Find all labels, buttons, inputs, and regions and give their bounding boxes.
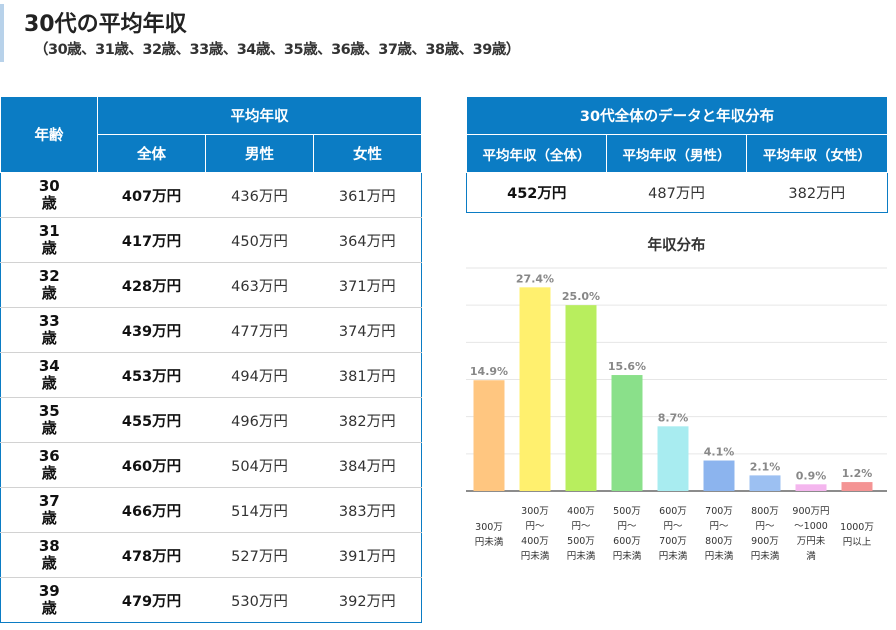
chart-category-label: 300万円未満	[475, 522, 504, 548]
all-cell: 460万円	[97, 442, 206, 488]
chart-bar	[703, 460, 735, 491]
male-cell: 496万円	[205, 397, 314, 443]
age-cell: 37歳	[0, 487, 98, 533]
all-cell: 428万円	[97, 262, 206, 308]
col-group-header: 平均年収	[96, 96, 423, 135]
summary-val-female: 382万円	[746, 172, 888, 213]
chart-value-label: 0.9%	[796, 469, 827, 482]
age-cell: 38歳	[0, 532, 98, 578]
all-cell: 439万円	[97, 307, 206, 353]
chart-value-label: 14.9%	[470, 365, 508, 378]
page-heading: 30代の平均年収 （30歳、31歳、32歳、33歳、34歳、35歳、36歳、37…	[0, 4, 896, 64]
chart-bar	[519, 287, 551, 491]
chart-value-label: 15.6%	[608, 360, 646, 373]
male-cell: 494万円	[205, 352, 314, 398]
female-cell: 383万円	[313, 487, 423, 533]
chart-category-label: 600万円〜 700万円未満	[659, 506, 688, 562]
page-subtitle: （30歳、31歳、32歳、33歳、34歳、35歳、36歳、37歳、38歳、39歳…	[34, 42, 520, 58]
female-cell: 371万円	[313, 262, 423, 308]
table-row: 30歳 407万円 436万円 361万円	[0, 172, 423, 218]
female-cell: 364万円	[313, 217, 423, 263]
col-male-header: 男性	[205, 134, 314, 173]
female-cell: 392万円	[313, 577, 423, 623]
age-income-table: 年齢 平均年収 全体 男性 女性 30歳 407万円 436万円 361万円 31歳 41…	[0, 96, 423, 623]
chart-category-label: 400万円〜 500万円未満	[567, 506, 596, 562]
male-cell: 450万円	[205, 217, 314, 263]
table-row: 39歳 479万円 530万円 392万円	[0, 577, 423, 623]
summary-row: 452万円 487万円 382万円	[466, 172, 888, 213]
chart-value-label: 1.2%	[842, 467, 873, 480]
summary-val-male: 487万円	[606, 172, 747, 213]
female-cell: 382万円	[313, 397, 423, 443]
table-row: 35歳 455万円 496万円 382万円	[0, 397, 423, 443]
table-row: 33歳 439万円 477万円 374万円	[0, 307, 423, 353]
chart-value-label: 27.4%	[516, 272, 554, 285]
chart-value-label: 8.7%	[658, 411, 689, 424]
female-cell: 391万円	[313, 532, 423, 578]
chart-bar	[611, 375, 643, 491]
age-cell: 30歳	[0, 172, 98, 218]
all-cell: 407万円	[97, 172, 206, 218]
table-row: 34歳 453万円 494万円 381万円	[0, 352, 423, 398]
all-cell: 466万円	[97, 487, 206, 533]
table-row: 31歳 417万円 450万円 364万円	[0, 217, 423, 263]
heading-accent-bar	[0, 4, 4, 62]
chart-category-label: 700万円〜 800万円未満	[705, 506, 734, 562]
summary-table: 30代全体のデータと年収分布 平均年収（全体） 平均年収（男性） 平均年収（女性…	[466, 96, 888, 213]
male-cell: 530万円	[205, 577, 314, 623]
male-cell: 514万円	[205, 487, 314, 533]
all-cell: 455万円	[97, 397, 206, 443]
female-cell: 381万円	[313, 352, 423, 398]
col-age-header: 年齢	[0, 96, 98, 173]
summary-val-all: 452万円	[466, 172, 607, 213]
chart-bar	[841, 482, 873, 491]
chart-value-label: 2.1%	[750, 460, 781, 473]
chart-category-label: 1000万円以上	[840, 522, 874, 548]
age-cell: 34歳	[0, 352, 98, 398]
chart-title: 年収分布	[647, 238, 706, 254]
col-all-header: 全体	[97, 134, 206, 173]
summary-title: 30代全体のデータと年収分布	[466, 96, 888, 135]
female-cell: 374万円	[313, 307, 423, 353]
all-cell: 453万円	[97, 352, 206, 398]
chart-bar	[565, 305, 597, 491]
chart-bar	[749, 475, 781, 491]
income-distribution-chart: 14.9% 300万円未満 27.4% 300万円〜 400万円未満 25.0% 400万円…	[466, 267, 887, 562]
all-cell: 479万円	[97, 577, 206, 623]
female-cell: 361万円	[313, 172, 423, 218]
table-row: 36歳 460万円 504万円 384万円	[0, 442, 423, 488]
male-cell: 477万円	[205, 307, 314, 353]
table-row: 38歳 478万円 527万円 391万円	[0, 532, 423, 578]
male-cell: 436万円	[205, 172, 314, 218]
col-female-header: 女性	[312, 134, 423, 173]
table-row: 37歳 466万円 514万円 383万円	[0, 487, 423, 533]
chart-bar	[795, 484, 827, 491]
summary-col-female: 平均年収（女性）	[746, 134, 888, 173]
summary-col-all: 平均年収（全体）	[466, 134, 607, 173]
page-title: 30代の平均年収	[24, 12, 187, 37]
age-cell: 31歳	[0, 217, 98, 263]
chart-category-label: 900万円〜1000 万円未満	[792, 506, 829, 562]
all-cell: 478万円	[97, 532, 206, 578]
all-cell: 417万円	[97, 217, 206, 263]
male-cell: 527万円	[205, 532, 314, 578]
age-cell: 39歳	[0, 577, 98, 623]
chart-category-label: 800万円〜 900万円未満	[751, 506, 780, 562]
male-cell: 504万円	[205, 442, 314, 488]
chart-category-label: 300万円〜 400万円未満	[521, 506, 550, 562]
chart-value-label: 4.1%	[704, 446, 735, 459]
female-cell: 384万円	[313, 442, 423, 488]
age-cell: 33歳	[0, 307, 98, 353]
chart-bar	[657, 426, 689, 491]
table-row: 32歳 428万円 463万円 371万円	[0, 262, 423, 308]
chart-value-label: 25.0%	[562, 290, 600, 303]
age-cell: 32歳	[0, 262, 98, 308]
summary-col-male: 平均年収（男性）	[606, 134, 747, 173]
chart-bar	[473, 380, 505, 491]
chart-category-label: 500万円〜 600万円未満	[613, 506, 642, 562]
age-cell: 35歳	[0, 397, 98, 443]
male-cell: 463万円	[205, 262, 314, 308]
age-cell: 36歳	[0, 442, 98, 488]
